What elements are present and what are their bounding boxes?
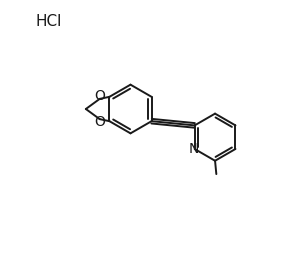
Text: O: O: [94, 116, 105, 130]
Text: O: O: [94, 89, 105, 103]
Text: N: N: [188, 142, 198, 156]
Text: HCl: HCl: [36, 15, 62, 29]
